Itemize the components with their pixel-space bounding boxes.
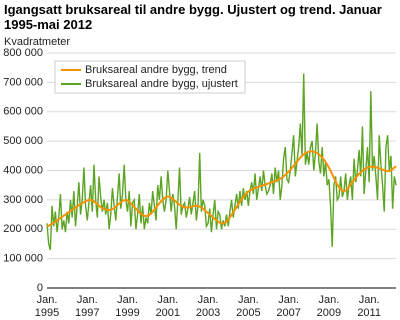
x-tick-label: Jan. 2007 (276, 294, 300, 319)
y-tick-label: 100 000 (3, 253, 43, 265)
x-tick-label: Jan. 1997 (75, 294, 99, 319)
series-line (46, 150, 397, 228)
legend-label: Bruksareal andre bygg, trend (85, 64, 227, 76)
chart-title: Igangsatt bruksareal til andre bygg. Uju… (4, 2, 382, 32)
x-tick-label: Jan. 2003 (196, 294, 220, 319)
y-tick-label: 0 (37, 282, 43, 294)
y-tick-label: 500 000 (3, 135, 43, 147)
legend-label: Bruksareal andre bygg, ujustert (85, 78, 238, 90)
y-tick-label: 600 000 (3, 106, 43, 118)
y-tick-label: 700 000 (3, 76, 43, 88)
y-axis-label: Kvadratmeter (4, 36, 70, 48)
legend-box (54, 60, 246, 94)
x-tick-label: Jan. 2001 (156, 294, 180, 319)
y-tick-label: 200 000 (3, 223, 43, 235)
x-tick-label: Jan. 2011 (357, 294, 381, 319)
x-tick-label: Jan. 1999 (115, 294, 139, 319)
y-tick-label: 300 000 (3, 194, 43, 206)
x-tick-label: Jan. 1995 (35, 294, 59, 319)
x-tick-label: Jan. 2009 (317, 294, 341, 319)
y-tick-label: 400 000 (3, 164, 43, 176)
x-tick-label: Jan. 2005 (236, 294, 260, 319)
y-tick-label: 800 000 (3, 47, 43, 59)
